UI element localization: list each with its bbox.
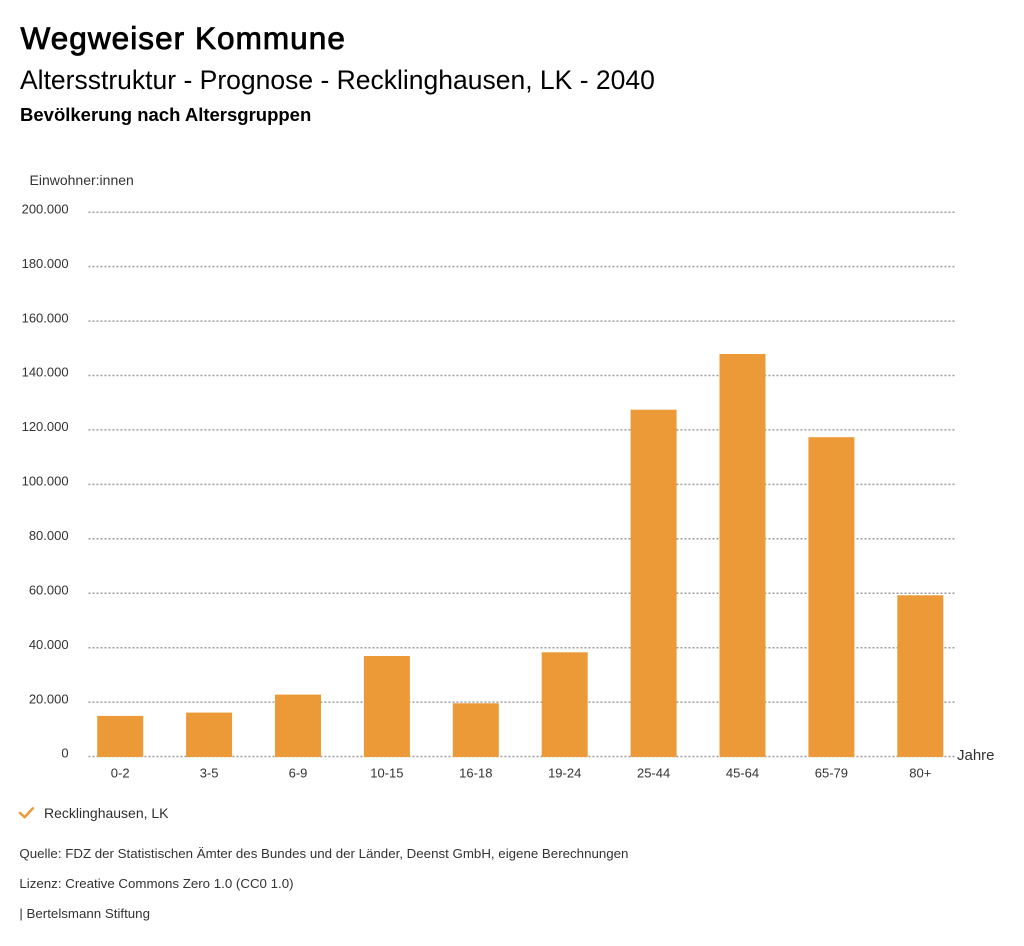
svg-text:60.000: 60.000 bbox=[29, 582, 69, 597]
svg-text:65-79: 65-79 bbox=[815, 766, 848, 781]
svg-text:160.000: 160.000 bbox=[22, 310, 69, 325]
svg-text:45-64: 45-64 bbox=[726, 766, 759, 781]
svg-text:120.000: 120.000 bbox=[22, 419, 69, 434]
svg-text:16-18: 16-18 bbox=[459, 766, 492, 781]
svg-text:200.000: 200.000 bbox=[22, 201, 69, 216]
svg-text:0: 0 bbox=[61, 746, 68, 761]
svg-text:25-44: 25-44 bbox=[637, 766, 670, 781]
svg-text:6-9: 6-9 bbox=[289, 766, 308, 781]
svg-text:180.000: 180.000 bbox=[22, 256, 69, 271]
svg-text:19-24: 19-24 bbox=[548, 766, 581, 781]
svg-text:80.000: 80.000 bbox=[29, 528, 69, 543]
svg-text:10-15: 10-15 bbox=[370, 766, 403, 781]
svg-text:3-5: 3-5 bbox=[200, 766, 219, 781]
svg-text:20.000: 20.000 bbox=[29, 691, 69, 706]
svg-text:100.000: 100.000 bbox=[22, 474, 69, 489]
svg-text:0-2: 0-2 bbox=[111, 766, 130, 781]
svg-text:140.000: 140.000 bbox=[22, 365, 69, 380]
svg-text:40.000: 40.000 bbox=[29, 637, 69, 652]
svg-text:80+: 80+ bbox=[909, 766, 931, 781]
